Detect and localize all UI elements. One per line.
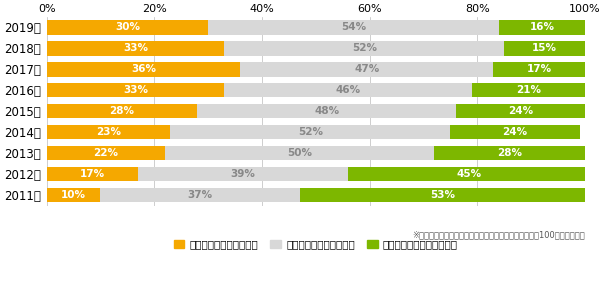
Text: 21%: 21%: [516, 85, 541, 95]
Bar: [138, 167, 348, 181]
Text: ※小数点以下を四捨五入しているため、必ずしも合計が100にならない。: ※小数点以下を四捨五入しているため、必ずしも合計が100にならない。: [412, 231, 585, 240]
Bar: [165, 146, 434, 160]
Text: 52%: 52%: [298, 127, 323, 137]
Bar: [472, 83, 585, 97]
Text: 28%: 28%: [497, 148, 522, 158]
Text: 17%: 17%: [527, 64, 552, 74]
Text: 24%: 24%: [508, 106, 533, 116]
Text: 46%: 46%: [336, 85, 361, 95]
Bar: [171, 125, 450, 139]
Bar: [47, 167, 138, 181]
Text: 28%: 28%: [110, 106, 134, 116]
Bar: [47, 62, 240, 77]
Bar: [47, 20, 208, 35]
Bar: [47, 146, 165, 160]
Text: 15%: 15%: [532, 43, 557, 54]
Bar: [499, 20, 585, 35]
Text: 39%: 39%: [231, 169, 255, 179]
Text: 37%: 37%: [188, 190, 212, 200]
Bar: [47, 125, 171, 139]
Text: 33%: 33%: [123, 43, 148, 54]
Bar: [47, 41, 224, 56]
Bar: [299, 188, 585, 202]
Bar: [100, 188, 299, 202]
Bar: [456, 104, 585, 118]
Text: 52%: 52%: [352, 43, 377, 54]
Bar: [47, 188, 100, 202]
Text: 23%: 23%: [96, 127, 121, 137]
Bar: [450, 125, 580, 139]
Text: 16%: 16%: [529, 22, 554, 32]
Bar: [494, 62, 585, 77]
Text: 54%: 54%: [341, 22, 366, 32]
Bar: [434, 146, 585, 160]
Legend: 以前より良くなっている, 以前とあまり変わらない, 以前より厳しくなっている: 以前より良くなっている, 以前とあまり変わらない, 以前より厳しくなっている: [169, 235, 462, 253]
Text: 30%: 30%: [115, 22, 140, 32]
Text: 45%: 45%: [457, 169, 482, 179]
Text: 22%: 22%: [93, 148, 119, 158]
Bar: [47, 104, 197, 118]
Text: 53%: 53%: [430, 190, 455, 200]
Bar: [224, 83, 472, 97]
Text: 48%: 48%: [314, 106, 339, 116]
Bar: [224, 41, 504, 56]
Text: 47%: 47%: [355, 64, 379, 74]
Text: 24%: 24%: [503, 127, 528, 137]
Text: 17%: 17%: [80, 169, 105, 179]
Bar: [348, 167, 590, 181]
Bar: [47, 83, 224, 97]
Text: 33%: 33%: [123, 85, 148, 95]
Bar: [240, 62, 494, 77]
Bar: [208, 20, 499, 35]
Text: 10%: 10%: [61, 190, 86, 200]
Bar: [197, 104, 456, 118]
Bar: [504, 41, 585, 56]
Text: 36%: 36%: [131, 64, 156, 74]
Text: 50%: 50%: [287, 148, 312, 158]
